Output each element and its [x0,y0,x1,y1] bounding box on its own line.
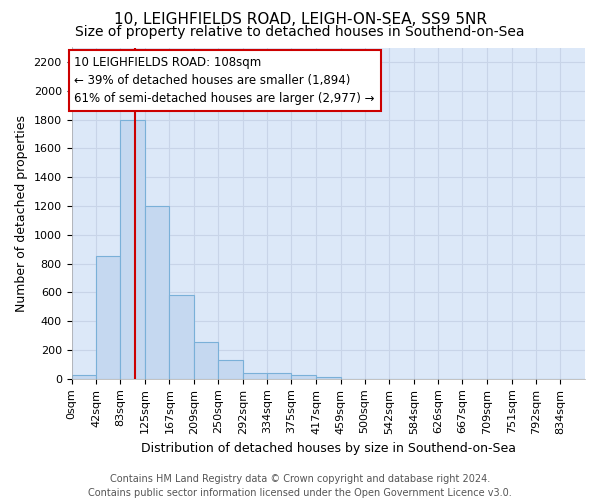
Bar [268,373,292,379]
Bar [292,375,316,379]
Bar [120,120,145,379]
Bar [169,296,194,379]
Bar [242,373,268,379]
Bar [218,360,242,379]
Bar [194,342,218,379]
Bar [316,376,341,379]
Bar [71,375,96,379]
Text: Contains HM Land Registry data © Crown copyright and database right 2024.
Contai: Contains HM Land Registry data © Crown c… [88,474,512,498]
Text: 10 LEIGHFIELDS ROAD: 108sqm
← 39% of detached houses are smaller (1,894)
61% of : 10 LEIGHFIELDS ROAD: 108sqm ← 39% of det… [74,56,375,105]
Text: Size of property relative to detached houses in Southend-on-Sea: Size of property relative to detached ho… [75,25,525,39]
Y-axis label: Number of detached properties: Number of detached properties [15,114,28,312]
Text: 10, LEIGHFIELDS ROAD, LEIGH-ON-SEA, SS9 5NR: 10, LEIGHFIELDS ROAD, LEIGH-ON-SEA, SS9 … [113,12,487,28]
Bar [145,206,169,379]
X-axis label: Distribution of detached houses by size in Southend-on-Sea: Distribution of detached houses by size … [141,442,516,455]
Bar [96,256,120,379]
